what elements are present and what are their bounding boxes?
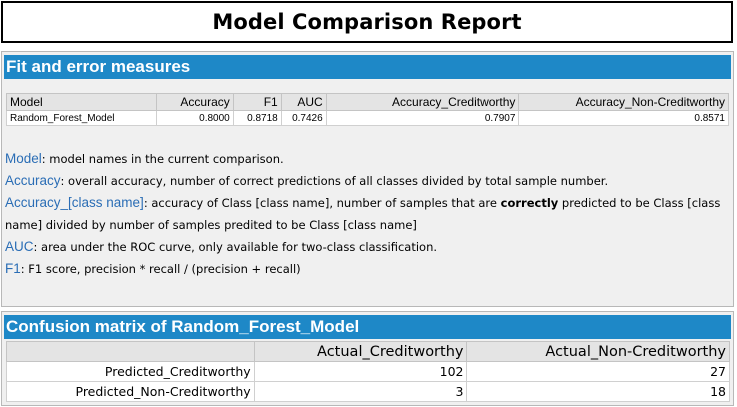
fit-section-header: Fit and error measures <box>4 55 731 79</box>
fit-section: Fit and error measures Model Accuracy F1… <box>1 51 734 307</box>
col-header-accuracy-non-creditworthy: Accuracy_Non-Creditworthy <box>518 93 729 111</box>
col-header-model: Model <box>6 93 157 111</box>
col-header-actual-creditworthy: Actual_Creditworthy <box>253 341 468 362</box>
desc-term: F1 <box>5 261 21 276</box>
confusion-matrix-header: Confusion matrix of Random_Forest_Model <box>4 315 731 339</box>
desc-text: predicted to be Class [class name] divid… <box>5 196 721 232</box>
desc-accuracy: Accuracy: overall accuracy, number of co… <box>5 170 730 192</box>
desc-auc: AUC: area under the ROC curve, only avai… <box>5 236 730 258</box>
confusion-matrix-table: Actual_Creditworthy Actual_Non-Creditwor… <box>6 341 730 402</box>
report-title-box: Model Comparison Report <box>1 1 733 43</box>
desc-term: Model <box>5 151 42 166</box>
desc-accuracy-class: Accuracy_[class name]: accuracy of Class… <box>5 192 730 236</box>
confusion-matrix-section: Confusion matrix of Random_Forest_Model … <box>1 311 734 406</box>
fit-table-header-row: Model Accuracy F1 AUC Accuracy_Creditwor… <box>6 93 729 111</box>
cell-value: 102 <box>253 361 468 382</box>
desc-text: : model names in the current comparison. <box>41 152 284 166</box>
desc-text: : accuracy of Class [class name], number… <box>143 196 501 210</box>
col-header-auc: AUC <box>280 93 327 111</box>
desc-text: : area under the ROC curve, only availab… <box>33 240 438 254</box>
col-header-f1: F1 <box>232 93 282 111</box>
cell-model: Random_Forest_Model <box>6 110 157 126</box>
desc-term: Accuracy_[class name] <box>5 195 144 210</box>
table-row: Predicted_Creditworthy 102 27 <box>6 361 730 382</box>
cell-f1: 0.8718 <box>232 110 282 126</box>
col-header-accuracy: Accuracy <box>155 93 234 111</box>
cell-accuracy-creditworthy: 0.7907 <box>325 110 520 126</box>
desc-term: AUC <box>5 239 34 254</box>
cell-accuracy-non-creditworthy: 0.8571 <box>518 110 729 126</box>
col-header-accuracy-creditworthy: Accuracy_Creditworthy <box>325 93 520 111</box>
cell-value: 18 <box>466 381 730 402</box>
cm-corner-cell <box>6 341 255 362</box>
cm-header-row: Actual_Creditworthy Actual_Non-Creditwor… <box>6 341 730 362</box>
cell-auc: 0.7426 <box>280 110 327 126</box>
row-label-predicted-non-creditworthy: Predicted_Non-Creditworthy <box>6 381 255 402</box>
report-title: Model Comparison Report <box>212 10 522 34</box>
desc-model: Model: model names in the current compar… <box>5 148 730 170</box>
desc-term: Accuracy <box>5 173 61 188</box>
fit-table: Model Accuracy F1 AUC Accuracy_Creditwor… <box>6 93 729 126</box>
cell-value: 27 <box>466 361 730 382</box>
table-row: Predicted_Non-Creditworthy 3 18 <box>6 381 730 402</box>
desc-text: : overall accuracy, number of correct pr… <box>60 174 609 188</box>
col-header-actual-non-creditworthy: Actual_Non-Creditworthy <box>466 341 730 362</box>
table-row: Random_Forest_Model 0.8000 0.8718 0.7426… <box>6 110 729 126</box>
metric-descriptions: Model: model names in the current compar… <box>5 148 730 280</box>
desc-bold-text: correctly <box>500 196 559 210</box>
cell-value: 3 <box>253 381 468 402</box>
cell-accuracy: 0.8000 <box>155 110 234 126</box>
desc-f1: F1: F1 score, precision * recall / (prec… <box>5 258 730 280</box>
desc-text: : F1 score, precision * recall / (precis… <box>20 262 301 276</box>
row-label-predicted-creditworthy: Predicted_Creditworthy <box>6 361 255 382</box>
